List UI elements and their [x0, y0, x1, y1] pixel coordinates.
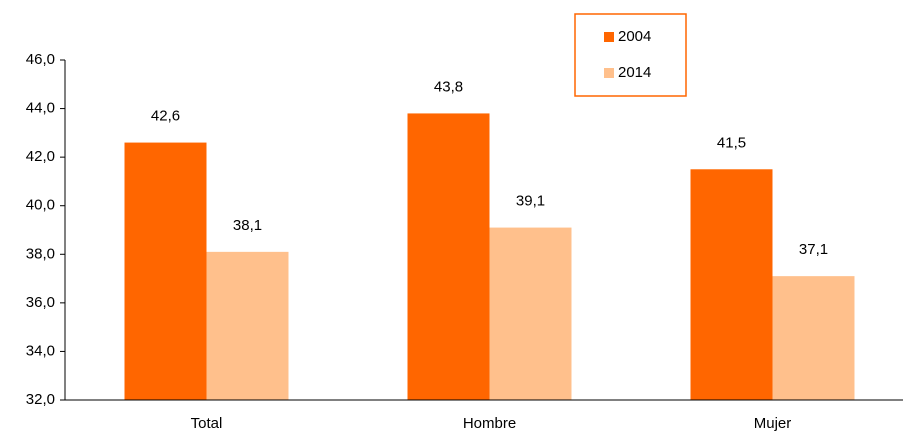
bar	[772, 276, 855, 400]
y-tick-label: 44,0	[26, 100, 55, 117]
value-label: 43,8	[434, 78, 463, 95]
x-tick-label: Hombre	[463, 415, 516, 432]
x-tick-label: Total	[191, 415, 223, 432]
legend-label: 2004	[618, 28, 651, 45]
bar	[407, 113, 490, 400]
value-label: 42,6	[151, 108, 180, 125]
y-tick-label: 32,0	[26, 391, 55, 408]
y-tick-label: 34,0	[26, 342, 55, 359]
y-tick-label: 42,0	[26, 148, 55, 165]
legend-swatch	[604, 68, 614, 78]
legend-swatch	[604, 32, 614, 42]
x-tick-label: Mujer	[754, 415, 792, 432]
y-tick-label: 38,0	[26, 245, 55, 262]
bar	[206, 251, 289, 400]
bar	[690, 169, 773, 400]
value-label: 37,1	[799, 241, 828, 258]
y-tick-label: 40,0	[26, 197, 55, 214]
value-label: 38,1	[233, 217, 262, 234]
value-label: 39,1	[516, 193, 545, 210]
bar	[124, 142, 207, 401]
y-tick-label: 36,0	[26, 294, 55, 311]
value-label: 41,5	[717, 134, 746, 151]
legend-box	[574, 13, 687, 97]
bar	[489, 227, 572, 400]
y-tick-label: 46,0	[26, 51, 55, 68]
legend-label: 2014	[618, 64, 651, 81]
